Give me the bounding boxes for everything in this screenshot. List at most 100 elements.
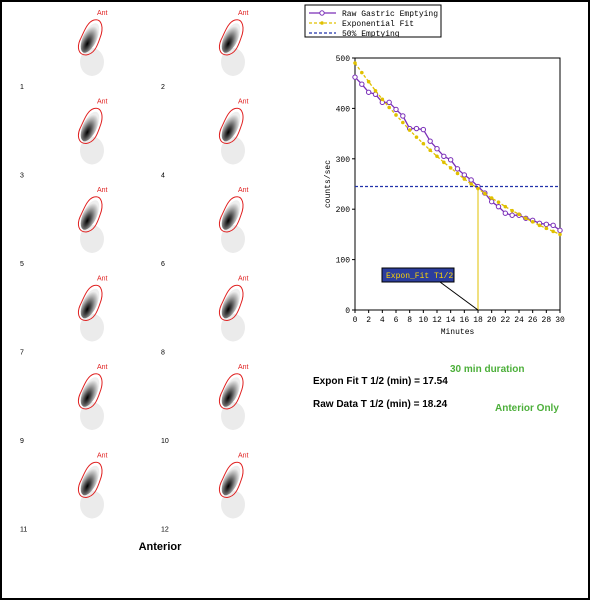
activity xyxy=(221,23,241,53)
activity xyxy=(221,111,241,142)
thumbnail: Ant 5 xyxy=(20,187,108,268)
activity xyxy=(80,200,100,230)
activity xyxy=(80,23,100,53)
point xyxy=(373,88,378,93)
image-number: 3 xyxy=(20,173,24,180)
point xyxy=(441,153,447,159)
y-tick-label: 100 xyxy=(336,257,351,266)
point xyxy=(488,198,495,205)
roi xyxy=(77,107,103,145)
thumbnail: Ant 2 xyxy=(161,10,249,91)
annotation-pointer xyxy=(439,281,479,311)
x-tick-label: 4 xyxy=(380,316,385,325)
activity xyxy=(80,465,100,496)
expon-fit-stat: Expon Fit T 1/2 (min) = 17.54 xyxy=(313,376,448,387)
roi xyxy=(218,373,244,410)
x-tick-label: 2 xyxy=(366,316,371,325)
point xyxy=(365,89,372,95)
image-number: 5 xyxy=(20,261,24,268)
point xyxy=(393,106,399,113)
thumbnail: Ant 6 xyxy=(161,187,249,268)
point xyxy=(502,210,509,216)
point xyxy=(550,222,556,229)
point xyxy=(483,191,487,196)
image-label: Ant xyxy=(238,187,249,194)
point xyxy=(503,204,508,209)
y-tick-label: 500 xyxy=(336,55,351,64)
annotation-box xyxy=(381,267,455,283)
point xyxy=(413,125,420,132)
y-tick-label: 400 xyxy=(336,105,351,114)
view-label: Anterior xyxy=(139,541,183,553)
activity xyxy=(80,288,100,319)
x-tick-label: 28 xyxy=(542,316,552,325)
image-number: 12 xyxy=(161,527,169,534)
image-label: Ant xyxy=(238,10,249,17)
image-number: 8 xyxy=(161,350,165,357)
annotation-text: Expon_Fit T1/2 xyxy=(386,272,453,281)
roi xyxy=(218,19,244,56)
thumbnail: Ant 8 xyxy=(161,276,249,357)
point xyxy=(517,212,521,217)
point xyxy=(476,186,480,191)
point xyxy=(557,227,563,234)
x-tick-label: 14 xyxy=(446,316,456,325)
point xyxy=(414,135,419,139)
point xyxy=(447,157,454,163)
point xyxy=(401,120,405,125)
point xyxy=(427,138,433,144)
image-label: Ant xyxy=(238,99,249,106)
point xyxy=(360,70,364,75)
point xyxy=(400,113,406,119)
point xyxy=(428,148,432,153)
y-tick-label: 300 xyxy=(336,156,351,165)
point xyxy=(537,223,542,228)
x-tick-label: 22 xyxy=(501,316,511,325)
thumbnail: Ant 3 xyxy=(20,99,108,180)
thumbnail: Ant 1 xyxy=(20,10,108,91)
image-label: Ant xyxy=(97,187,108,194)
thumbnail: Ant 4 xyxy=(161,99,249,180)
activity xyxy=(221,200,241,230)
roi xyxy=(77,19,103,56)
point xyxy=(352,74,358,80)
thumbnail: Ant 11 xyxy=(20,453,108,534)
point xyxy=(462,177,467,181)
x-tick-label: 12 xyxy=(432,316,442,325)
point xyxy=(496,200,501,204)
x-tick-label: 6 xyxy=(394,316,399,325)
legend-label: Raw Gastric Emptying xyxy=(342,10,438,19)
y-axis-label: counts/sec xyxy=(324,160,333,208)
y-tick-label: 200 xyxy=(336,206,351,215)
legend-label: 50% Emptying xyxy=(342,30,400,39)
roi xyxy=(218,461,244,499)
image-label: Ant xyxy=(238,453,249,460)
point xyxy=(469,182,473,186)
point xyxy=(495,203,502,210)
image-label: Ant xyxy=(238,276,249,283)
point xyxy=(386,99,392,106)
roi xyxy=(218,196,244,233)
duration: 30 min duration xyxy=(450,364,524,375)
point xyxy=(420,126,427,133)
point xyxy=(442,160,446,165)
x-tick-label: 20 xyxy=(487,316,497,325)
legend-label: Exponential Fit xyxy=(342,20,414,29)
image-label: Ant xyxy=(97,99,108,106)
image-number: 1 xyxy=(20,84,24,91)
thumbnail: Ant 10 xyxy=(161,364,249,445)
image-number: 11 xyxy=(20,527,27,534)
point xyxy=(558,232,562,237)
point xyxy=(454,166,461,172)
point xyxy=(353,61,357,65)
raw-data-stat: Raw Data T 1/2 (min) = 18.24 xyxy=(313,399,448,410)
point xyxy=(461,172,468,178)
x-tick-label: 18 xyxy=(473,316,483,325)
roi xyxy=(77,284,103,322)
image-label: Ant xyxy=(97,276,108,283)
point xyxy=(387,105,391,110)
point xyxy=(434,146,440,152)
roi xyxy=(77,461,103,499)
legend xyxy=(304,4,442,38)
